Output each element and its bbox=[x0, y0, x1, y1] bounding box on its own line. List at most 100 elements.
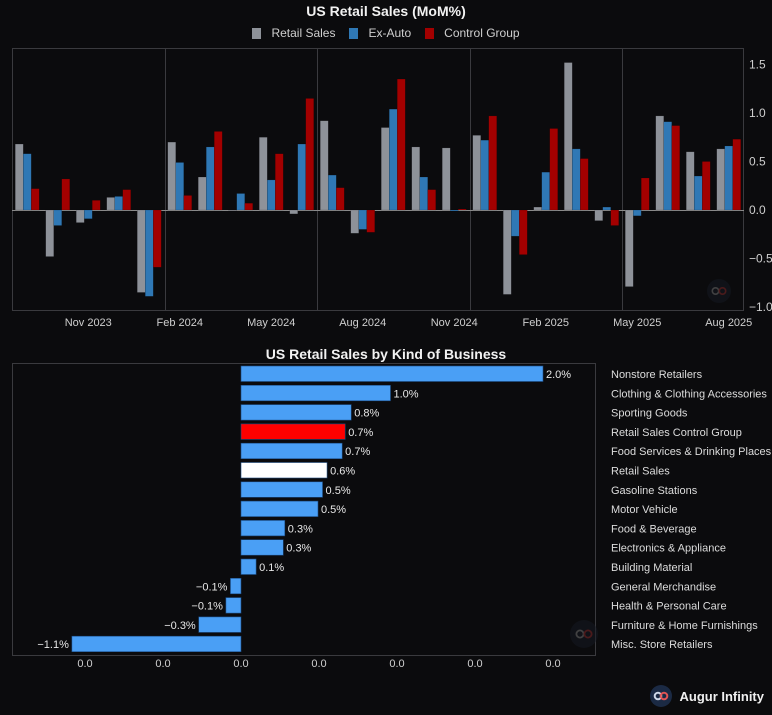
bar-ex-auto bbox=[114, 196, 123, 211]
watermark-logo bbox=[570, 620, 598, 648]
infinity-icon bbox=[649, 685, 672, 707]
bar-control-group bbox=[183, 195, 192, 211]
bar-retail-sales bbox=[15, 143, 24, 211]
mom-bar-chart: 1.5 1.0 0.5 0.0 −0.5 −1.0 Nov 2023 Feb 2024 May… bbox=[12, 48, 772, 329]
legend-swatch-control-group bbox=[425, 27, 435, 39]
data-label: 0.1% bbox=[259, 562, 284, 574]
bar-retail-sales bbox=[716, 148, 725, 211]
legend-item-retail-sales[interactable]: Retail Sales bbox=[252, 26, 335, 40]
data-label: −0.3% bbox=[164, 620, 196, 632]
bar-ex-auto bbox=[328, 174, 337, 211]
bar-control-group bbox=[153, 209, 162, 268]
y-tick-label: −0.5 bbox=[749, 252, 772, 266]
bar-retail-sales bbox=[411, 146, 420, 211]
bar bbox=[225, 597, 242, 614]
bar-control-group bbox=[488, 115, 497, 211]
bar-control-group bbox=[519, 209, 528, 255]
y-tick-label: 0.5 bbox=[749, 155, 766, 169]
bar-control-group bbox=[61, 178, 70, 211]
bar-control-group bbox=[641, 177, 650, 211]
category-label: Health & Personal Care bbox=[611, 601, 727, 613]
bar-control-group bbox=[122, 189, 131, 211]
bar-control-group bbox=[427, 189, 436, 211]
category-label: Gasoline Stations bbox=[611, 485, 698, 497]
bar-control-group bbox=[458, 208, 467, 211]
bar-retail-sales bbox=[655, 115, 664, 211]
x-tick-label: May 2025 bbox=[613, 317, 661, 329]
category-label: Food Services & Drinking Places bbox=[611, 446, 772, 458]
bar-control-group bbox=[702, 161, 711, 211]
chart-title-mom: US Retail Sales (MoM%) bbox=[306, 3, 466, 19]
bar-control-group bbox=[275, 153, 284, 211]
x-tick-label: 0.0 bbox=[77, 658, 92, 670]
data-label: 0.8% bbox=[354, 408, 379, 420]
business-bar-chart: 2.0% Nonstore Retailers 1.0% Clothing & Clo… bbox=[12, 363, 772, 670]
data-label: 0.7% bbox=[348, 427, 373, 439]
legend-item-control-group[interactable]: Control Group bbox=[425, 26, 520, 40]
legend-item-ex-auto[interactable]: Ex-Auto bbox=[349, 26, 411, 40]
x-tick-label: 0.0 bbox=[155, 658, 170, 670]
bar-ex-auto bbox=[450, 209, 459, 212]
bar-control-group bbox=[397, 78, 406, 211]
bar-control-group bbox=[610, 209, 619, 226]
bar-ex-auto bbox=[297, 143, 306, 211]
category-label: Clothing & Clothing Accessories bbox=[611, 388, 767, 400]
bar bbox=[198, 616, 242, 633]
bar-ex-auto bbox=[724, 145, 733, 211]
bar-ex-auto bbox=[541, 171, 550, 211]
bar-control-group bbox=[732, 138, 741, 211]
bar bbox=[240, 539, 284, 556]
bar-retail-sales bbox=[625, 209, 634, 287]
bar-retail-sales bbox=[442, 147, 451, 211]
legend: Retail Sales Ex-Auto Control Group bbox=[0, 26, 772, 40]
bar bbox=[240, 481, 323, 498]
watermark-logo bbox=[707, 279, 731, 303]
x-tick-label: Feb 2025 bbox=[523, 317, 569, 329]
category-label: Retail Sales bbox=[611, 466, 670, 478]
bar-retail-sales bbox=[106, 197, 115, 211]
bar-ex-auto bbox=[389, 108, 398, 211]
y-tick-label: 1.0 bbox=[749, 106, 766, 120]
bar-ex-auto bbox=[694, 175, 703, 211]
bar-retail-sales bbox=[381, 127, 390, 211]
y-tick-label: −1.0 bbox=[749, 300, 772, 314]
bar-control-group bbox=[214, 131, 223, 211]
bar-retail-sales bbox=[137, 209, 146, 293]
x-tick-label: 0.0 bbox=[467, 658, 482, 670]
bar bbox=[230, 578, 242, 595]
bar bbox=[240, 558, 257, 575]
bar-ex-auto bbox=[419, 176, 428, 211]
bar-retail-sales bbox=[564, 62, 573, 211]
bar-ex-auto bbox=[23, 153, 32, 211]
category-label: Retail Sales Control Group bbox=[611, 427, 742, 439]
bar bbox=[240, 520, 286, 537]
data-label: −1.1% bbox=[37, 639, 69, 651]
bar bbox=[240, 500, 319, 517]
bar-ex-auto bbox=[358, 209, 367, 230]
brand[interactable]: Augur Infinity bbox=[649, 685, 764, 707]
bar-control-group bbox=[580, 158, 589, 211]
legend-label: Ex-Auto bbox=[368, 26, 412, 40]
bar-retail-sales bbox=[198, 176, 207, 211]
x-tick-label: Nov 2023 bbox=[65, 317, 112, 329]
category-label: General Merchandise bbox=[611, 581, 716, 593]
data-label: 0.3% bbox=[288, 523, 313, 535]
bar-ex-auto bbox=[206, 146, 215, 211]
bar-retail-sales bbox=[503, 209, 512, 295]
bar-control-group bbox=[92, 200, 101, 211]
bar-control-group bbox=[366, 209, 375, 233]
bar-retail-sales bbox=[228, 209, 237, 212]
bar-ex-auto bbox=[267, 179, 276, 211]
bar-control-group bbox=[244, 202, 253, 211]
bar-control-group bbox=[671, 125, 680, 211]
bar-ex-auto bbox=[236, 193, 245, 211]
bar bbox=[240, 423, 346, 440]
category-label: Furniture & Home Furnishings bbox=[611, 620, 758, 632]
legend-label: Retail Sales bbox=[271, 26, 336, 40]
legend-swatch-ex-auto bbox=[349, 27, 359, 39]
bar bbox=[240, 404, 352, 421]
category-label: Food & Beverage bbox=[611, 523, 697, 535]
legend-swatch-retail-sales bbox=[252, 27, 262, 39]
x-tick-label: 0.0 bbox=[545, 658, 560, 670]
bar-ex-auto bbox=[663, 121, 672, 211]
